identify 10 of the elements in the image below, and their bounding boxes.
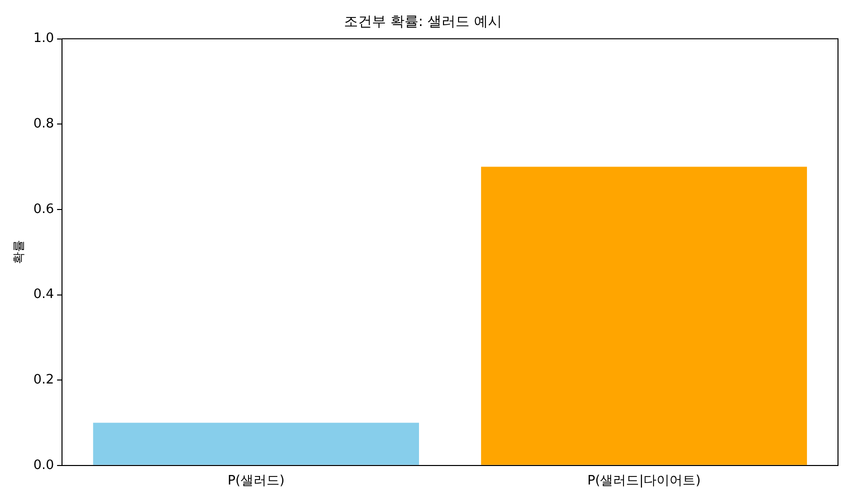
chart-title: 조건부 확률: 샐러드 예시	[344, 14, 502, 30]
y-tick-label: 0.8	[33, 116, 54, 132]
y-tick-label: 0.2	[33, 372, 54, 388]
y-tick-label: 0.0	[33, 458, 54, 473]
x-tick-label: P(샐러드|다이어트)	[587, 474, 701, 489]
y-tick-label: 0.6	[33, 202, 54, 217]
x-tick-label: P(샐러드)	[228, 474, 285, 489]
y-axis-title: 확률	[11, 240, 26, 264]
y-tick-label: 0.4	[33, 287, 54, 302]
y-tick-label: 1.0	[33, 31, 54, 46]
